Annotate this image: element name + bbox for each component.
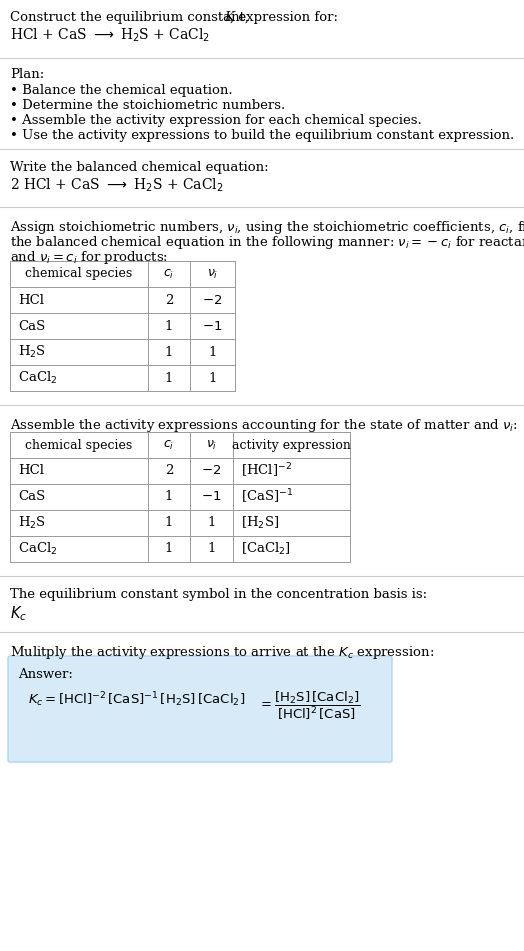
Text: HCl + CaS $\longrightarrow$ H$_2$S + CaCl$_2$: HCl + CaS $\longrightarrow$ H$_2$S + CaC…	[10, 27, 210, 45]
Text: CaCl$_2$: CaCl$_2$	[18, 541, 58, 557]
Text: • Use the activity expressions to build the equilibrium constant expression.: • Use the activity expressions to build …	[10, 129, 514, 142]
Text: 1: 1	[165, 345, 173, 359]
Text: Write the balanced chemical equation:: Write the balanced chemical equation:	[10, 161, 269, 174]
Text: , expression for:: , expression for:	[230, 11, 338, 24]
Text: $-1$: $-1$	[201, 491, 222, 503]
Text: $\nu_i$: $\nu_i$	[207, 267, 218, 281]
Text: 1: 1	[208, 516, 216, 530]
Text: • Assemble the activity expression for each chemical species.: • Assemble the activity expression for e…	[10, 114, 422, 127]
Text: chemical species: chemical species	[25, 438, 133, 452]
Text: Assemble the activity expressions accounting for the state of matter and $\nu_i$: Assemble the activity expressions accoun…	[10, 417, 518, 434]
Text: $c_i$: $c_i$	[163, 438, 174, 452]
Text: $-2$: $-2$	[202, 294, 223, 306]
Text: 1: 1	[165, 491, 173, 503]
Text: CaS: CaS	[18, 320, 45, 333]
Text: CaCl$_2$: CaCl$_2$	[18, 370, 58, 386]
Text: Construct the equilibrium constant,: Construct the equilibrium constant,	[10, 11, 253, 24]
Text: the balanced chemical equation in the following manner: $\nu_i = -c_i$ for react: the balanced chemical equation in the fo…	[10, 234, 524, 251]
Text: K: K	[224, 11, 234, 24]
Text: • Determine the stoichiometric numbers.: • Determine the stoichiometric numbers.	[10, 99, 285, 112]
Text: [CaCl$_2$]: [CaCl$_2$]	[241, 541, 291, 557]
Text: Mulitply the activity expressions to arrive at the $K_c$ expression:: Mulitply the activity expressions to arr…	[10, 644, 434, 661]
Text: 2: 2	[165, 464, 173, 477]
Text: $K_c$: $K_c$	[10, 604, 27, 623]
Text: H$_2$S: H$_2$S	[18, 344, 46, 360]
Text: and $\nu_i = c_i$ for products:: and $\nu_i = c_i$ for products:	[10, 249, 168, 266]
Text: [HCl]$^{-2}$: [HCl]$^{-2}$	[241, 462, 292, 480]
Text: $c_i$: $c_i$	[163, 267, 174, 281]
Text: 1: 1	[165, 372, 173, 384]
Text: $\nu_i$: $\nu_i$	[206, 438, 217, 452]
Text: 1: 1	[209, 345, 217, 359]
Text: 1: 1	[165, 542, 173, 555]
Text: Assign stoichiometric numbers, $\nu_i$, using the stoichiometric coefficients, $: Assign stoichiometric numbers, $\nu_i$, …	[10, 219, 524, 236]
Text: 1: 1	[209, 372, 217, 384]
Text: $-1$: $-1$	[202, 320, 223, 333]
Text: Answer:: Answer:	[18, 668, 73, 681]
Text: HCl: HCl	[18, 294, 44, 306]
Text: chemical species: chemical species	[25, 267, 133, 281]
FancyBboxPatch shape	[8, 656, 392, 762]
Text: [CaS]$^{-1}$: [CaS]$^{-1}$	[241, 488, 293, 506]
Text: HCl: HCl	[18, 464, 44, 477]
Text: 1: 1	[165, 320, 173, 333]
Text: CaS: CaS	[18, 491, 45, 503]
Text: $K_c = \mathrm{[HCl]^{-2}\,[CaS]^{-1}\,[H_2S]\,[CaCl_2]}$: $K_c = \mathrm{[HCl]^{-2}\,[CaS]^{-1}\,[…	[28, 690, 245, 708]
Text: • Balance the chemical equation.: • Balance the chemical equation.	[10, 84, 233, 97]
Text: $-2$: $-2$	[201, 464, 222, 477]
Text: Plan:: Plan:	[10, 68, 44, 81]
Text: 2 HCl + CaS $\longrightarrow$ H$_2$S + CaCl$_2$: 2 HCl + CaS $\longrightarrow$ H$_2$S + C…	[10, 177, 223, 194]
Text: [H$_2$S]: [H$_2$S]	[241, 514, 279, 531]
Text: The equilibrium constant symbol in the concentration basis is:: The equilibrium constant symbol in the c…	[10, 588, 427, 601]
Text: 1: 1	[208, 542, 216, 555]
Text: $= \dfrac{\mathrm{[H_2S]\,[CaCl_2]}}{\mathrm{[HCl]^2\,[CaS]}}$: $= \dfrac{\mathrm{[H_2S]\,[CaCl_2]}}{\ma…	[258, 690, 361, 723]
Text: 2: 2	[165, 294, 173, 306]
Text: 1: 1	[165, 516, 173, 530]
Text: activity expression: activity expression	[232, 438, 351, 452]
Text: H$_2$S: H$_2$S	[18, 514, 46, 531]
